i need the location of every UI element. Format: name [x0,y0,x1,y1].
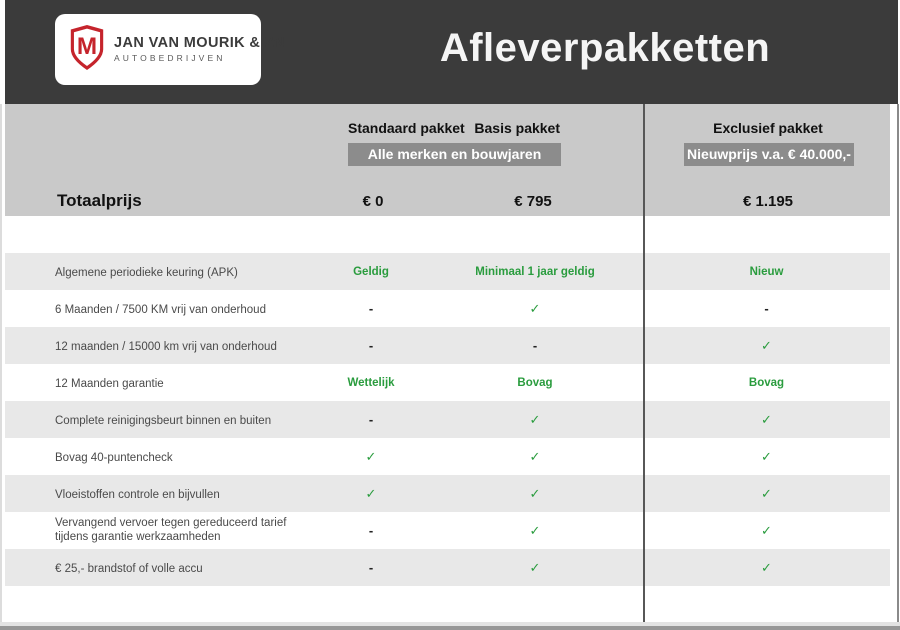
cell-standaard: ✓ [365,448,377,464]
brand-name: JAN VAN MOURIK & ZN [114,35,285,52]
feature-label: 12 Maanden garantie [55,377,164,390]
cell-basis: ✓ [529,559,541,575]
table-row: Bovag 40-puntencheck ✓ ✓ ✓ [5,438,890,475]
total-basis: € 795 [514,193,552,210]
feature-label-cell: 12 maanden / 15000 km vrij van onderhoud [5,337,291,355]
column-header-standaard: Standaard pakket [348,120,465,136]
cell-standaard: - [368,412,374,427]
cell-exclusief: ✓ [761,448,772,464]
cell-standaard: - [368,560,374,575]
badge-all-brands: Alle merken en bouwjaren [348,143,561,166]
right-edge-line [897,104,899,630]
feature-label: Vervangend vervoer tegen gereduceerd tar… [55,516,287,544]
feature-label-cell: 12 Maanden garantie [5,374,291,392]
totals-label: Totaalprijs [57,191,142,210]
cell-exclusief: ✓ [761,485,772,501]
table-row: Complete reinigingsbeurt binnen en buite… [5,401,890,438]
cell-standaard: Geldig [353,265,389,278]
feature-label-cell: Complete reinigingsbeurt binnen en buite… [5,411,291,429]
table-row: Vervangend vervoer tegen gereduceerd tar… [5,512,890,549]
cell-exclusief: ✓ [761,337,772,353]
cell-basis: Minimaal 1 jaar geldig [475,265,595,278]
feature-table: Algemene periodieke keuring (APK) Geldig… [5,253,890,586]
cell-basis: ✓ [529,411,541,427]
feature-label: 12 maanden / 15000 km vrij van onderhoud [55,340,277,353]
cell-basis: ✓ [529,522,541,538]
table-row: 12 maanden / 15000 km vrij van onderhoud… [5,327,890,364]
cell-standaard: Wettelijk [347,376,395,389]
cell-exclusief: - [764,301,769,316]
feature-label-cell: Algemene periodieke keuring (APK) [5,263,291,281]
footer-strip-light [0,622,900,626]
table-row: € 25,- brandstof of volle accu - ✓ ✓ [5,549,890,586]
total-exclusief: € 1.195 [742,193,794,210]
cell-exclusief: Bovag [748,376,785,389]
cell-standaard: - [368,338,374,353]
column-header-exclusief: Exclusief pakket [713,120,823,136]
feature-label-cell: Vloeistoffen controle en bijvullen [5,485,291,503]
cell-exclusief: ✓ [761,411,772,427]
cell-basis: ✓ [529,485,541,501]
cell-exclusief: Nieuw [749,265,784,278]
shield-m-icon: M [69,24,105,76]
feature-label: 6 Maanden / 7500 KM vrij van onderhoud [55,303,266,316]
left-edge-line [0,104,2,630]
total-standaard: € 0 [362,193,384,210]
badge-new-price: Nieuwprijs v.a. € 40.000,- [684,143,854,166]
table-row: Algemene periodieke keuring (APK) Geldig… [5,253,890,290]
brand-text: JAN VAN MOURIK & ZN AUTOBEDRIJVEN [114,36,285,62]
feature-label: Vloeistoffen controle en bijvullen [55,488,220,501]
feature-label-cell: 6 Maanden / 7500 KM vrij van onderhoud [5,300,291,318]
column-divider-line [643,104,645,622]
page-title: Afleverpakketten [439,26,771,70]
cell-standaard: - [368,523,374,538]
feature-label: Bovag 40-puntencheck [55,451,173,464]
brand-monogram: M [77,32,97,59]
cell-standaard: - [368,301,374,316]
left-package-headers: Standaard pakket Basis pakket [348,120,560,136]
feature-label: Algemene periodieke keuring (APK) [55,266,238,279]
cell-basis: ✓ [529,300,541,316]
table-row: Vloeistoffen controle en bijvullen ✓ ✓ ✓ [5,475,890,512]
table-row: 12 Maanden garantie Wettelijk Bovag Bova… [5,364,890,401]
cell-exclusief: ✓ [761,559,772,575]
top-header-bar: M JAN VAN MOURIK & ZN AUTOBEDRIJVEN Afle… [5,0,898,104]
feature-label-cell: Bovag 40-puntencheck [5,448,291,466]
brand-logo: M JAN VAN MOURIK & ZN AUTOBEDRIJVEN [55,14,284,85]
brand-subtitle: AUTOBEDRIJVEN [114,52,226,63]
cell-basis: Bovag [517,376,553,389]
cell-basis: ✓ [529,448,541,464]
cell-exclusief: ✓ [761,522,772,538]
pricing-header: Standaard pakket Basis pakket Exclusief … [5,104,890,216]
cell-basis: - [532,338,538,353]
cell-standaard: ✓ [365,485,377,501]
feature-label: € 25,- brandstof of volle accu [55,562,203,575]
feature-label: Complete reinigingsbeurt binnen en buite… [55,414,272,427]
feature-label-cell: € 25,- brandstof of volle accu [5,559,291,577]
footer-strip-dark [0,626,900,630]
column-header-basis: Basis pakket [474,120,560,136]
table-row: 6 Maanden / 7500 KM vrij van onderhoud -… [5,290,890,327]
feature-label-cell: Vervangend vervoer tegen gereduceerd tar… [5,516,291,546]
